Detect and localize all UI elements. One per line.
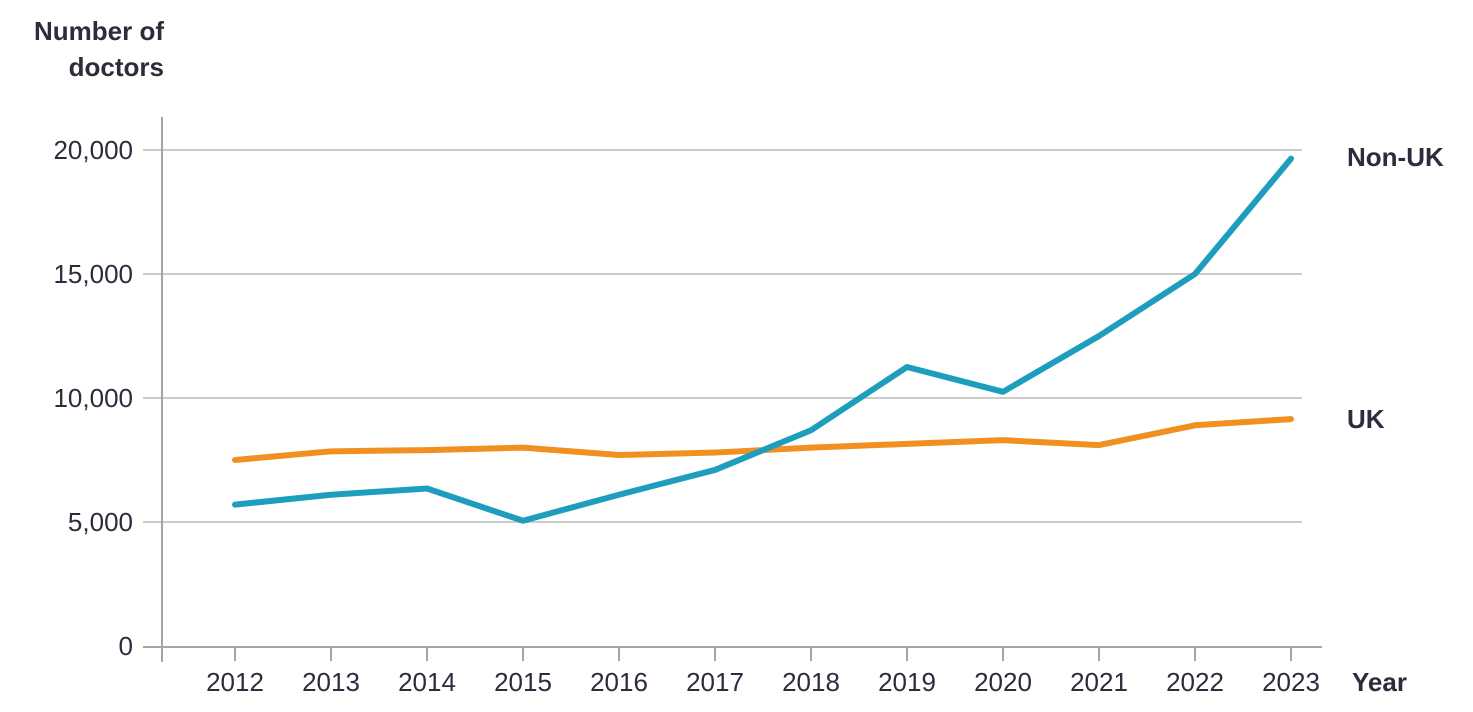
y-tick-label: 0 <box>119 631 133 661</box>
x-tick-label: 2017 <box>686 667 744 697</box>
x-tick-label: 2021 <box>1070 667 1128 697</box>
x-tick-label: 2013 <box>302 667 360 697</box>
y-tick-label: 15,000 <box>53 259 133 289</box>
axes <box>143 117 1322 662</box>
x-tick-label: 2016 <box>590 667 648 697</box>
x-tick-label: 2020 <box>974 667 1032 697</box>
x-tick-label: 2018 <box>782 667 840 697</box>
series-line-non-uk <box>232 155 1294 524</box>
series-label-non-uk: Non-UK <box>1347 142 1444 172</box>
x-tick-labels: 2012 2013 2014 2015 2016 2017 2018 2019 2020 2021… <box>206 667 1320 697</box>
x-tick-label: 2012 <box>206 667 264 697</box>
gridlines <box>143 149 1302 523</box>
y-tick-label: 20,000 <box>53 135 133 165</box>
series-label-uk: UK <box>1347 404 1385 434</box>
x-tick-marks <box>234 647 1292 661</box>
x-tick-label: 2023 <box>1262 667 1320 697</box>
y-tick-label: 10,000 <box>53 383 133 413</box>
x-tick-label: 2015 <box>494 667 552 697</box>
series-line-uk <box>232 416 1294 463</box>
x-tick-label: 2022 <box>1166 667 1224 697</box>
x-tick-label: 2019 <box>878 667 936 697</box>
x-axis-title: Year <box>1352 667 1407 697</box>
x-tick-label: 2014 <box>398 667 456 697</box>
y-tick-label: 5,000 <box>68 507 133 537</box>
y-axis-title: Number of doctors <box>34 16 164 82</box>
series-lines <box>232 155 1294 524</box>
y-tick-labels: 0 5,000 10,000 15,000 20,000 <box>53 135 133 661</box>
